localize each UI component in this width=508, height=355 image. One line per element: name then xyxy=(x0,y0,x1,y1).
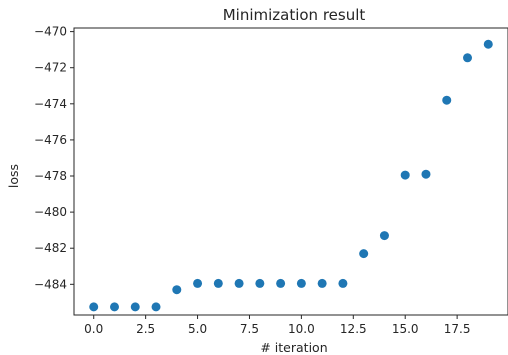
y-tick-label: −478 xyxy=(34,169,67,183)
data-series xyxy=(89,39,493,312)
x-tick-label: 15.0 xyxy=(392,322,419,336)
y-tick-label: −482 xyxy=(34,241,67,255)
scatter-point xyxy=(317,278,327,288)
scatter-point xyxy=(172,285,182,295)
scatter-point xyxy=(296,278,306,288)
x-tick-label: 2.5 xyxy=(136,322,155,336)
x-tick-label: 12.5 xyxy=(340,322,367,336)
scatter-point xyxy=(379,231,389,241)
scatter-point xyxy=(89,302,99,312)
scatter-point xyxy=(193,278,203,288)
y-tick-label: −484 xyxy=(34,277,67,291)
x-axis-label: # iteration xyxy=(260,340,327,355)
x-axis: 0.0 2.5 5.0 7.5 10.0 12.5 15.0 17.5 xyxy=(84,315,470,336)
scatter-point xyxy=(255,278,265,288)
plot-area-frame xyxy=(73,27,508,316)
y-tick-label: −472 xyxy=(34,61,67,75)
scatter-point xyxy=(130,302,140,312)
scatter-point xyxy=(234,278,244,288)
y-tick-label: −474 xyxy=(34,97,67,111)
scatter-point xyxy=(276,278,286,288)
scatter-point xyxy=(359,249,369,259)
scatter-point xyxy=(151,302,161,312)
y-tick-label: −480 xyxy=(34,205,67,219)
x-tick-label: 10.0 xyxy=(288,322,315,336)
x-tick-label: 7.5 xyxy=(240,322,259,336)
y-tick-label: −476 xyxy=(34,133,67,147)
scatter-point xyxy=(338,278,348,288)
scatter-point xyxy=(483,39,493,49)
scatter-point xyxy=(421,169,431,179)
scatter-point xyxy=(109,302,119,312)
scatter-point xyxy=(463,53,473,63)
scatter-point xyxy=(213,278,223,288)
scatter-point xyxy=(442,95,452,105)
x-tick-label: 17.5 xyxy=(444,322,471,336)
x-tick-label: 0.0 xyxy=(84,322,103,336)
y-tick-label: −470 xyxy=(34,25,67,39)
y-axis-label: loss xyxy=(6,164,21,188)
chart-title: Minimization result xyxy=(223,6,366,24)
scatter-point xyxy=(400,170,410,180)
x-tick-label: 5.0 xyxy=(188,322,207,336)
y-axis: −484 −482 −480 −478 −476 −474 −472 −470 xyxy=(34,25,74,291)
